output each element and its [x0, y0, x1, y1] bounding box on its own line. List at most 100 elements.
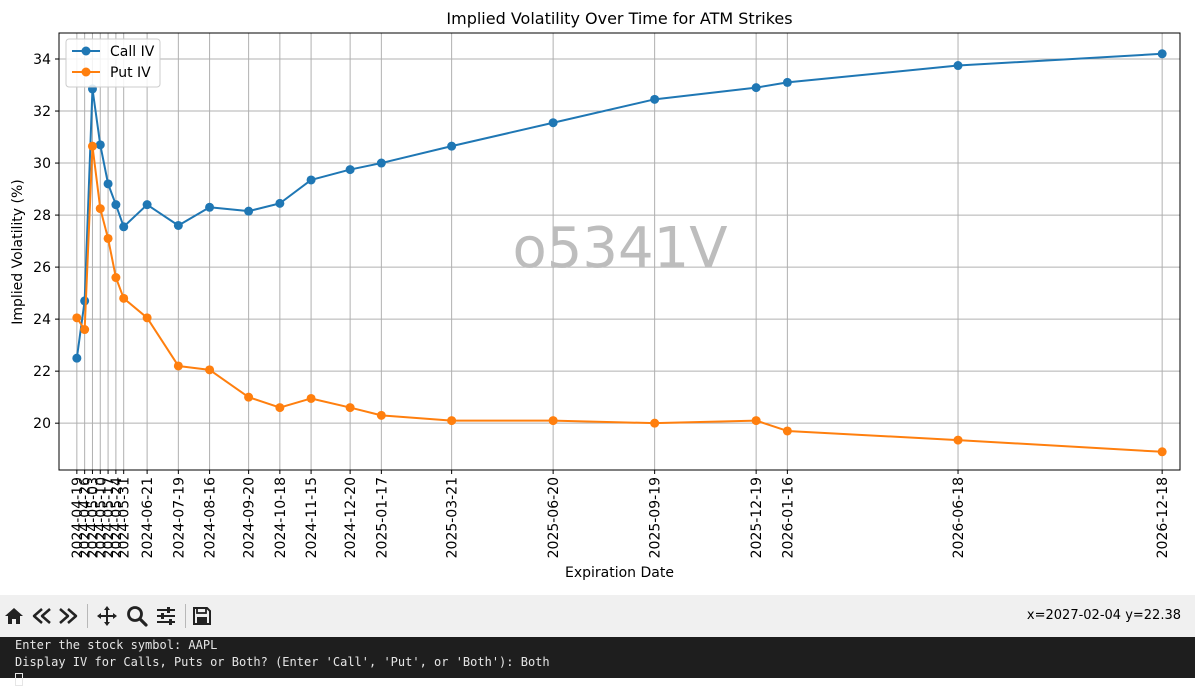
y-tick-label: 24: [33, 312, 51, 328]
data-point: [103, 233, 113, 243]
terminal-panel[interactable]: Enter the stock symbol: AAPL Display IV …: [0, 637, 1195, 686]
data-point: [72, 313, 82, 323]
series-line: [76, 145, 1163, 453]
series-call-iv: [72, 49, 1167, 363]
x-tick-label: 2025-06-20: [546, 477, 562, 558]
axes-frame: [58, 32, 1181, 471]
series-line: [75, 52, 1163, 359]
data-point: [1157, 49, 1167, 59]
data-point: [782, 77, 792, 87]
x-tick-label: 2024-05-31: [117, 477, 133, 558]
data-point: [953, 61, 963, 71]
data-point: [376, 158, 386, 168]
back-icon[interactable]: [28, 602, 56, 630]
configure-icon[interactable]: [152, 602, 180, 630]
data-point: [953, 435, 963, 445]
y-tick-label: 34: [33, 52, 51, 68]
data-point: [95, 140, 105, 150]
x-tick-label: 2025-03-21: [445, 477, 461, 558]
data-point: [782, 426, 792, 436]
navigation-toolbar: x=2027-02-04 y=22.38: [0, 595, 1195, 637]
legend-call-label: Call IV: [110, 44, 155, 60]
data-point: [205, 202, 215, 212]
x-ticks: 2024-04-192024-04-262024-05-032024-05-10…: [70, 470, 1171, 558]
chart-title: Implied Volatility Over Time for ATM Str…: [446, 9, 792, 28]
data-point: [447, 141, 457, 151]
data-point: [650, 94, 660, 104]
forward-icon[interactable]: [54, 602, 82, 630]
x-axis-label: Expiration Date: [565, 565, 674, 581]
data-point: [244, 392, 254, 402]
data-point: [275, 403, 285, 413]
grid: [59, 33, 1180, 470]
y-tick-label: 30: [33, 156, 51, 172]
data-point: [205, 365, 215, 375]
data-point: [751, 83, 761, 93]
home-icon[interactable]: [0, 602, 28, 630]
series-layer: [72, 49, 1167, 457]
data-point: [119, 222, 129, 232]
x-tick-label: 2024-08-16: [203, 477, 219, 558]
data-point: [173, 361, 183, 371]
data-point: [345, 165, 355, 175]
watermark: o5341V: [512, 216, 727, 281]
x-tick-label: 2026-12-18: [1155, 477, 1171, 558]
data-point: [275, 198, 285, 208]
y-tick-label: 20: [33, 416, 51, 432]
data-point: [345, 403, 355, 413]
data-point: [119, 293, 129, 303]
data-point: [173, 220, 183, 230]
zoom-icon[interactable]: [123, 602, 151, 630]
cursor-coordinates: x=2027-02-04 y=22.38: [1026, 608, 1181, 623]
save-icon[interactable]: [188, 602, 216, 630]
data-point: [111, 273, 121, 283]
x-tick-label: 2024-05-17: [101, 477, 117, 558]
x-tick-label: 2024-04-19: [70, 477, 86, 558]
y-tick-label: 26: [33, 260, 51, 276]
data-point: [548, 118, 558, 128]
x-tick-label: 2024-06-21: [140, 477, 156, 558]
x-tick-label: 2026-01-16: [780, 477, 796, 558]
x-tick-label: 2025-12-19: [749, 477, 765, 558]
y-ticks: 20 22 24 26 28 30 32 34: [33, 52, 59, 432]
x-tick-label: 2024-05-24: [109, 477, 125, 558]
terminal-line-2: Display IV for Calls, Puts or Both? (Ent…: [15, 655, 550, 669]
data-point: [244, 206, 254, 216]
x-tick-label: 2024-05-10: [93, 477, 109, 558]
y-tick-label: 22: [33, 364, 51, 380]
x-tick-label: 2024-10-18: [273, 477, 289, 558]
toolbar-separator: [185, 604, 186, 628]
x-tick-label: 2024-09-20: [242, 477, 258, 558]
data-point: [95, 204, 105, 214]
data-point: [1157, 447, 1167, 457]
x-tick-label: 2024-11-15: [304, 477, 320, 558]
data-point: [548, 416, 558, 426]
legend-call-marker: [81, 46, 91, 56]
legend-put-marker: [81, 67, 91, 77]
terminal-cursor: [15, 673, 23, 686]
legend-put-label: Put IV: [110, 65, 151, 81]
x-tick-label: 2025-01-17: [374, 477, 390, 558]
data-point: [376, 410, 386, 420]
data-point: [306, 175, 316, 185]
series-put-iv: [72, 141, 1167, 457]
toolbar-separator: [87, 604, 88, 628]
data-point: [80, 325, 90, 335]
y-tick-label: 32: [33, 104, 51, 120]
x-tick-label: 2024-04-26: [78, 477, 94, 558]
x-tick-label: 2026-06-18: [951, 477, 967, 558]
y-tick-label: 28: [33, 208, 51, 224]
data-point: [142, 200, 152, 210]
data-point: [103, 179, 113, 189]
data-point: [751, 416, 761, 426]
x-tick-label: 2024-05-03: [85, 477, 101, 558]
y-axis-label: Implied Volatility (%): [10, 179, 26, 325]
data-point: [650, 418, 660, 428]
data-point: [72, 353, 82, 363]
terminal-line-1: Enter the stock symbol: AAPL: [15, 638, 218, 652]
legend: Call IV Put IV: [65, 38, 161, 88]
pan-icon[interactable]: [93, 602, 121, 630]
data-point: [447, 416, 457, 426]
terminal-prompt: [15, 671, 1195, 688]
